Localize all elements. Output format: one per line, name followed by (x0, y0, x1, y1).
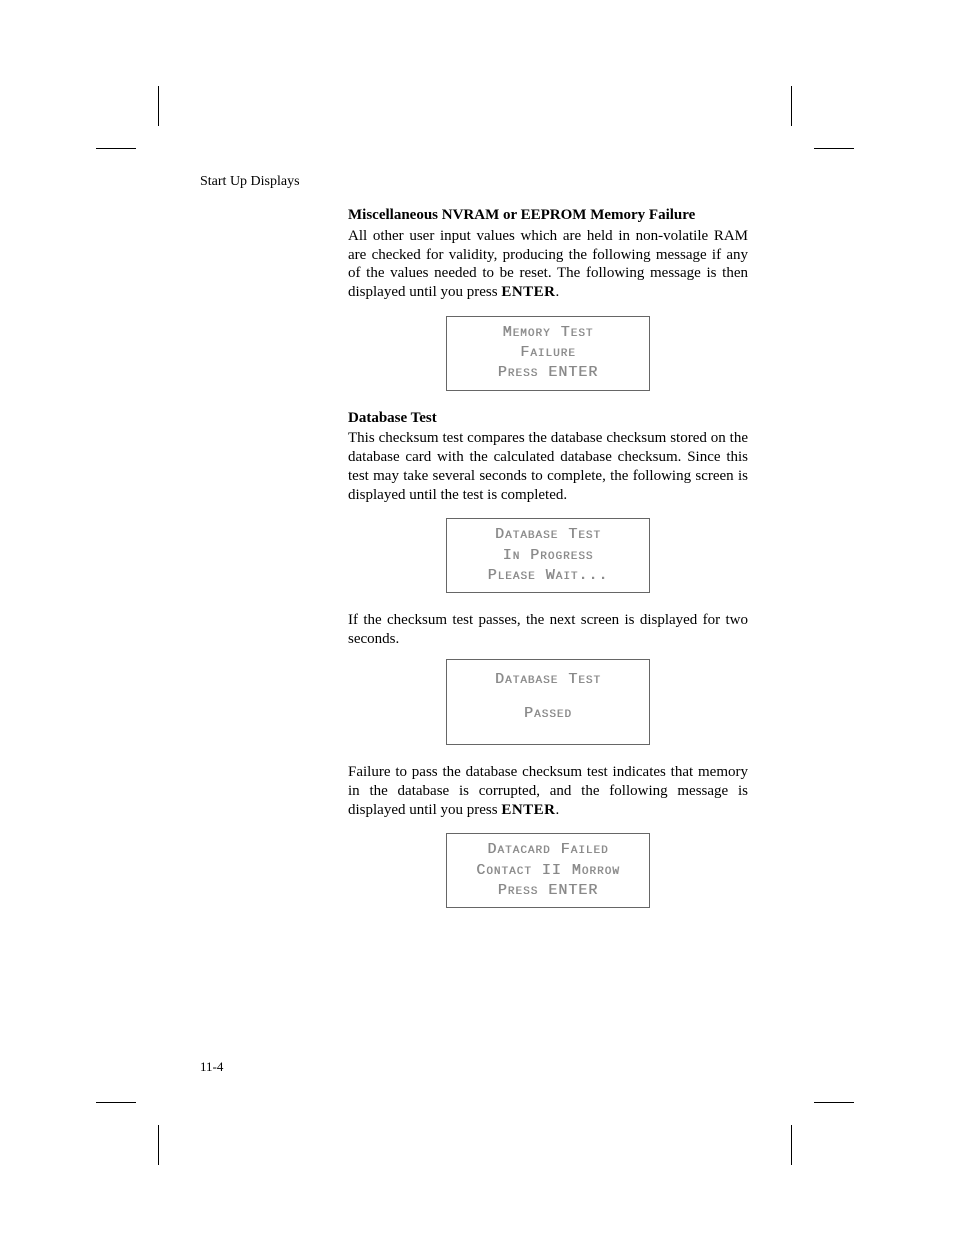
page: Start Up Displays Miscellaneous NVRAM or… (0, 0, 954, 1235)
body-paragraph: This checksum test compares the database… (348, 429, 748, 504)
display-line: In Progress (453, 546, 643, 566)
para-text: . (556, 802, 560, 818)
display-line: Database Test (453, 670, 643, 690)
enter-key: ENTER (501, 284, 555, 300)
display-line: Contact II Morrow (453, 861, 643, 881)
section-heading: Database Test (348, 409, 748, 428)
display-line: Press ENTER (453, 363, 643, 383)
lcd-display: Database Test In Progress Please Wait... (446, 518, 650, 593)
body-paragraph: Failure to pass the database checksum te… (348, 763, 748, 819)
crop-mark (158, 86, 159, 126)
display-line: Press ENTER (453, 881, 643, 901)
running-head: Start Up Displays (200, 174, 300, 190)
display-line: Failure (453, 343, 643, 363)
section-heading: Miscellaneous NVRAM or EEPROM Memory Fai… (348, 206, 748, 225)
page-number: 11-4 (200, 1059, 223, 1075)
lcd-display: Memory Test Failure Press ENTER (446, 316, 650, 391)
lcd-display: Database Test Passed (446, 659, 650, 746)
crop-mark (814, 1102, 854, 1103)
enter-key: ENTER (501, 802, 555, 818)
crop-mark (96, 148, 136, 149)
lcd-display: Datacard Failed Contact II Morrow Press … (446, 833, 650, 908)
crop-mark (96, 1102, 136, 1103)
main-content: Miscellaneous NVRAM or EEPROM Memory Fai… (348, 206, 748, 926)
display-line: Please Wait... (453, 566, 643, 586)
body-paragraph: If the checksum test passes, the next sc… (348, 611, 748, 649)
display-line: Passed (453, 704, 643, 724)
crop-mark (814, 148, 854, 149)
crop-mark (158, 1125, 159, 1165)
para-text: . (556, 284, 560, 300)
crop-mark (791, 86, 792, 126)
display-line: Database Test (453, 525, 643, 545)
body-paragraph: All other user input values which are he… (348, 227, 748, 302)
display-line: Memory Test (453, 323, 643, 343)
display-line: Datacard Failed (453, 840, 643, 860)
crop-mark (791, 1125, 792, 1165)
